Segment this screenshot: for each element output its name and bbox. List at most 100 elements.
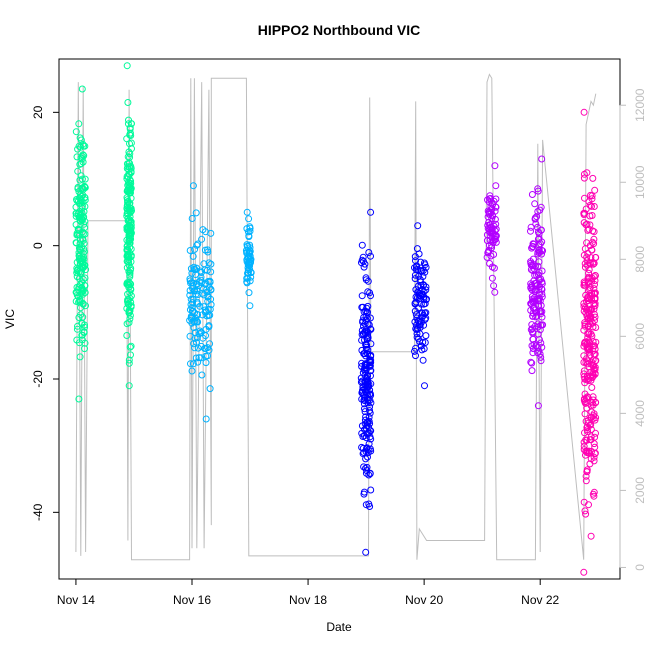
data-point	[484, 213, 492, 221]
data-point	[201, 266, 209, 274]
data-point	[366, 358, 374, 366]
data-point	[362, 464, 369, 472]
data-point	[125, 309, 133, 316]
data-point	[207, 260, 215, 268]
data-point	[411, 253, 419, 261]
data-point	[587, 313, 595, 321]
data-point	[191, 329, 199, 337]
data-point	[586, 201, 594, 209]
data-point	[126, 271, 134, 279]
data-point	[124, 224, 132, 232]
data-point	[419, 273, 427, 280]
data-point	[580, 209, 588, 217]
data-point	[534, 344, 542, 351]
data-point	[591, 186, 599, 194]
data-point	[584, 343, 592, 351]
secondary-y-axis: 0 2000 4000 6000 8000 10000 12000	[619, 88, 647, 571]
data-point	[124, 153, 132, 161]
data-point	[73, 197, 81, 205]
data-point	[539, 321, 547, 329]
data-point	[76, 236, 84, 244]
data-point	[81, 175, 89, 183]
data-point	[534, 295, 542, 303]
data-point	[534, 402, 542, 410]
data-point	[492, 232, 500, 240]
data-point	[412, 257, 419, 265]
data-point	[589, 174, 597, 182]
data-point	[192, 354, 200, 362]
data-point	[527, 300, 535, 308]
data-point	[126, 243, 134, 251]
x-tick-label: Nov 16	[173, 593, 211, 607]
data-point	[194, 240, 202, 248]
data-point	[531, 200, 539, 208]
data-point	[591, 370, 599, 378]
data-point	[583, 468, 591, 475]
data-point	[365, 500, 373, 508]
data-point	[127, 235, 135, 243]
x-tick-label: Nov 20	[405, 593, 443, 607]
data-point	[128, 145, 135, 153]
data-point	[193, 241, 201, 249]
data-point	[78, 320, 86, 327]
data-point	[202, 306, 210, 314]
data-point	[81, 203, 89, 210]
data-point	[358, 336, 366, 344]
data-point	[366, 289, 374, 297]
data-point	[490, 282, 498, 290]
data-point	[363, 445, 370, 452]
data-point	[412, 266, 420, 274]
data-point	[72, 209, 80, 217]
data-point	[123, 332, 131, 339]
data-point	[126, 159, 134, 167]
data-point	[123, 279, 131, 287]
x-tick-label: Nov 14	[57, 593, 95, 607]
data-point	[358, 395, 366, 403]
data-point	[366, 470, 374, 478]
data-point	[490, 197, 498, 205]
data-point	[81, 345, 88, 353]
data-point	[361, 397, 369, 405]
data-point	[581, 279, 589, 287]
data-point	[190, 265, 198, 273]
data-point	[589, 393, 597, 401]
data-point	[414, 335, 422, 343]
data-point	[198, 235, 206, 243]
data-point	[590, 453, 598, 461]
data-point	[585, 375, 592, 383]
data-point	[528, 281, 536, 289]
data-point	[367, 435, 375, 443]
data-point	[365, 383, 372, 391]
data-point	[588, 384, 596, 391]
data-point	[529, 328, 537, 336]
data-point	[589, 238, 596, 246]
data-point	[527, 358, 535, 366]
data-point	[584, 394, 592, 402]
data-point	[79, 300, 87, 308]
data-point	[589, 490, 597, 498]
data-point	[243, 208, 251, 216]
y-tick-label: 0	[31, 242, 45, 249]
data-point	[187, 265, 195, 273]
data-point	[361, 350, 369, 358]
data-point	[197, 354, 205, 362]
data-point	[587, 532, 595, 540]
data-point	[537, 353, 545, 361]
data-point	[125, 319, 133, 327]
data-point	[591, 366, 599, 373]
data-point	[186, 247, 194, 254]
data-point	[538, 290, 546, 298]
series-4	[483, 155, 547, 410]
data-point	[362, 345, 370, 353]
data-point	[413, 314, 421, 322]
data-point	[194, 291, 202, 298]
data-point	[247, 269, 255, 277]
data-point	[125, 230, 133, 238]
data-point	[528, 367, 536, 375]
points-layer	[72, 62, 600, 576]
data-point	[243, 258, 251, 266]
data-point	[246, 241, 254, 249]
data-point	[73, 283, 81, 291]
data-point	[125, 301, 133, 309]
data-point	[243, 225, 251, 233]
